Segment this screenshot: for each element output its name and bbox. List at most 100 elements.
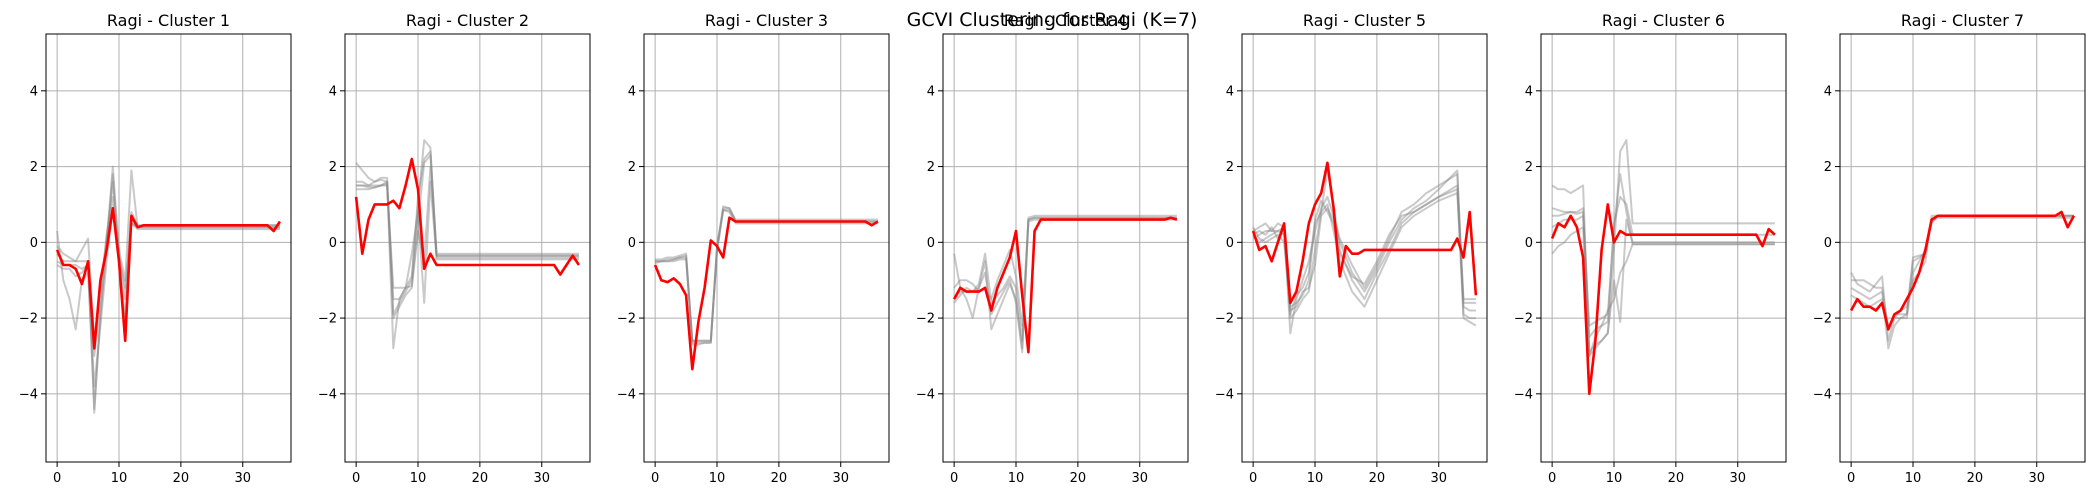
x-tick-label: 20: [1070, 471, 1087, 486]
plot-area: [644, 34, 889, 462]
y-tick-label: 2: [30, 160, 38, 175]
x-tick-label: 30: [832, 471, 849, 486]
centroid-line: [952, 216, 1178, 354]
subplot-title: Ragi - Cluster 7: [1901, 11, 2024, 30]
x-tick-label: 30: [533, 471, 550, 486]
plot-frame: [344, 33, 591, 463]
x-tick-label: 20: [472, 471, 489, 486]
member-series-line-2: [356, 150, 579, 316]
y-tick-label: −4: [19, 387, 38, 402]
member-series-line-4: [356, 180, 579, 304]
y-tick-label: 0: [329, 236, 337, 251]
subplot-title: Ragi - Cluster 3: [705, 11, 828, 30]
subplot-title: Ragi - Cluster 1: [107, 11, 230, 30]
x-tick-label: 20: [1369, 471, 1386, 486]
y-tick-label: 0: [927, 236, 935, 251]
y-tick-label: 0: [30, 236, 38, 251]
x-tick-label: 20: [173, 471, 190, 486]
plot-frame: [1540, 33, 1787, 463]
y-tick-label: −4: [318, 387, 337, 402]
y-tick-label: 4: [927, 84, 935, 99]
plot-area: [1541, 34, 1786, 462]
x-tick-label: 20: [1967, 471, 1984, 486]
subplot-title: Ragi - Cluster 5: [1303, 11, 1426, 30]
x-tick-label: 0: [651, 471, 659, 486]
subplot-cluster-3: 0 10 20 30 −4 −2 0 2 4 Ragi - Cluster 3: [617, 11, 890, 486]
x-tick-label: 0: [950, 471, 958, 486]
y-tick-label: 0: [1226, 236, 1234, 251]
y-tick-label: −2: [1813, 312, 1832, 327]
plot-frame: [1241, 33, 1488, 463]
subplot-cluster-6: 0 10 20 30 −4 −2 0 2 4 Ragi - Cluster 6: [1514, 11, 1787, 486]
subplot-cluster-4: 0 10 20 30 −4 −2 0 2 4 Ragi - Cluster 4: [916, 11, 1189, 486]
subplot-cluster-7: 0 10 20 30 −4 −2 0 2 4 Ragi - Cluster 7: [1813, 11, 2086, 486]
centroid-line: [55, 206, 281, 350]
plot-area: [345, 34, 590, 462]
member-series-line-2: [654, 209, 878, 344]
subplot-cluster-1: 0 10 20 30 −4 −2 0 2 4 Ragi - Cluster 1: [19, 11, 292, 486]
x-tick-label: 30: [234, 471, 251, 486]
member-series-line-5: [56, 173, 280, 414]
y-tick-label: 2: [1525, 160, 1533, 175]
y-tick-label: −2: [617, 312, 636, 327]
plot-area: [1242, 34, 1487, 462]
plot-frame: [942, 33, 1189, 463]
y-tick-label: 4: [30, 84, 38, 99]
x-tick-label: 20: [771, 471, 788, 486]
y-tick-label: 2: [628, 160, 636, 175]
x-tick-label: 10: [1307, 471, 1324, 486]
x-tick-label: 0: [1548, 471, 1556, 486]
x-tick-label: 0: [352, 471, 360, 486]
member-series-line-2: [56, 165, 280, 410]
x-tick-label: 30: [2028, 471, 2045, 486]
plot-frame: [643, 33, 890, 463]
y-tick-label: 4: [628, 84, 636, 99]
plot-frame: [45, 33, 292, 463]
centroid-line: [354, 157, 580, 276]
subplot-title: Ragi - Cluster 2: [406, 11, 529, 30]
member-series-line-1: [953, 216, 1177, 350]
plot-area: [943, 34, 1188, 462]
y-tick-label: 0: [1824, 236, 1832, 251]
member-series-line-3: [356, 154, 579, 289]
x-tick-label: 10: [410, 471, 427, 486]
x-tick-label: 30: [1729, 471, 1746, 486]
y-tick-label: 0: [1525, 236, 1533, 251]
member-series-line-1: [355, 139, 579, 350]
centroid-line: [653, 216, 879, 371]
plot-area: [46, 34, 291, 462]
y-tick-label: 4: [1525, 84, 1533, 99]
x-tick-label: 0: [53, 471, 61, 486]
x-tick-label: 20: [1668, 471, 1685, 486]
x-tick-label: 30: [1430, 471, 1447, 486]
plot-area: [1840, 34, 2085, 462]
x-tick-label: 10: [111, 471, 128, 486]
centroid-line: [1849, 210, 2076, 331]
member-series-line-3: [953, 216, 1177, 327]
x-tick-label: 30: [1131, 471, 1148, 486]
subplot-cluster-2: 0 10 20 30 −4 −2 0 2 4 Ragi - Cluster 2: [318, 11, 591, 486]
centroid-line: [1550, 203, 1776, 396]
y-tick-label: 4: [329, 84, 337, 99]
y-tick-label: 2: [1226, 160, 1234, 175]
subplot-title: Ragi - Cluster 6: [1602, 11, 1725, 30]
y-tick-label: −4: [1813, 387, 1832, 402]
y-tick-label: −2: [1215, 312, 1234, 327]
figure-title: GCVI Clustering for Ragi (K=7): [907, 9, 1198, 31]
x-tick-label: 10: [709, 471, 726, 486]
y-tick-label: 2: [1824, 160, 1832, 175]
y-tick-label: −2: [916, 312, 935, 327]
y-tick-label: −2: [1514, 312, 1533, 327]
member-series-line-5: [356, 165, 579, 320]
centroid-line: [1251, 161, 1478, 305]
member-series-line-4: [953, 214, 1177, 354]
member-series-line-5: [1252, 188, 1476, 316]
y-tick-label: −4: [1215, 387, 1234, 402]
y-tick-label: 4: [1226, 84, 1234, 99]
plot-frame: [1839, 33, 2086, 463]
y-tick-label: −4: [617, 387, 636, 402]
subplot-cluster-5: 0 10 20 30 −4 −2 0 2 4 Ragi - Cluster 5: [1215, 11, 1488, 486]
y-tick-label: 2: [927, 160, 935, 175]
member-series-line-1: [655, 207, 878, 342]
